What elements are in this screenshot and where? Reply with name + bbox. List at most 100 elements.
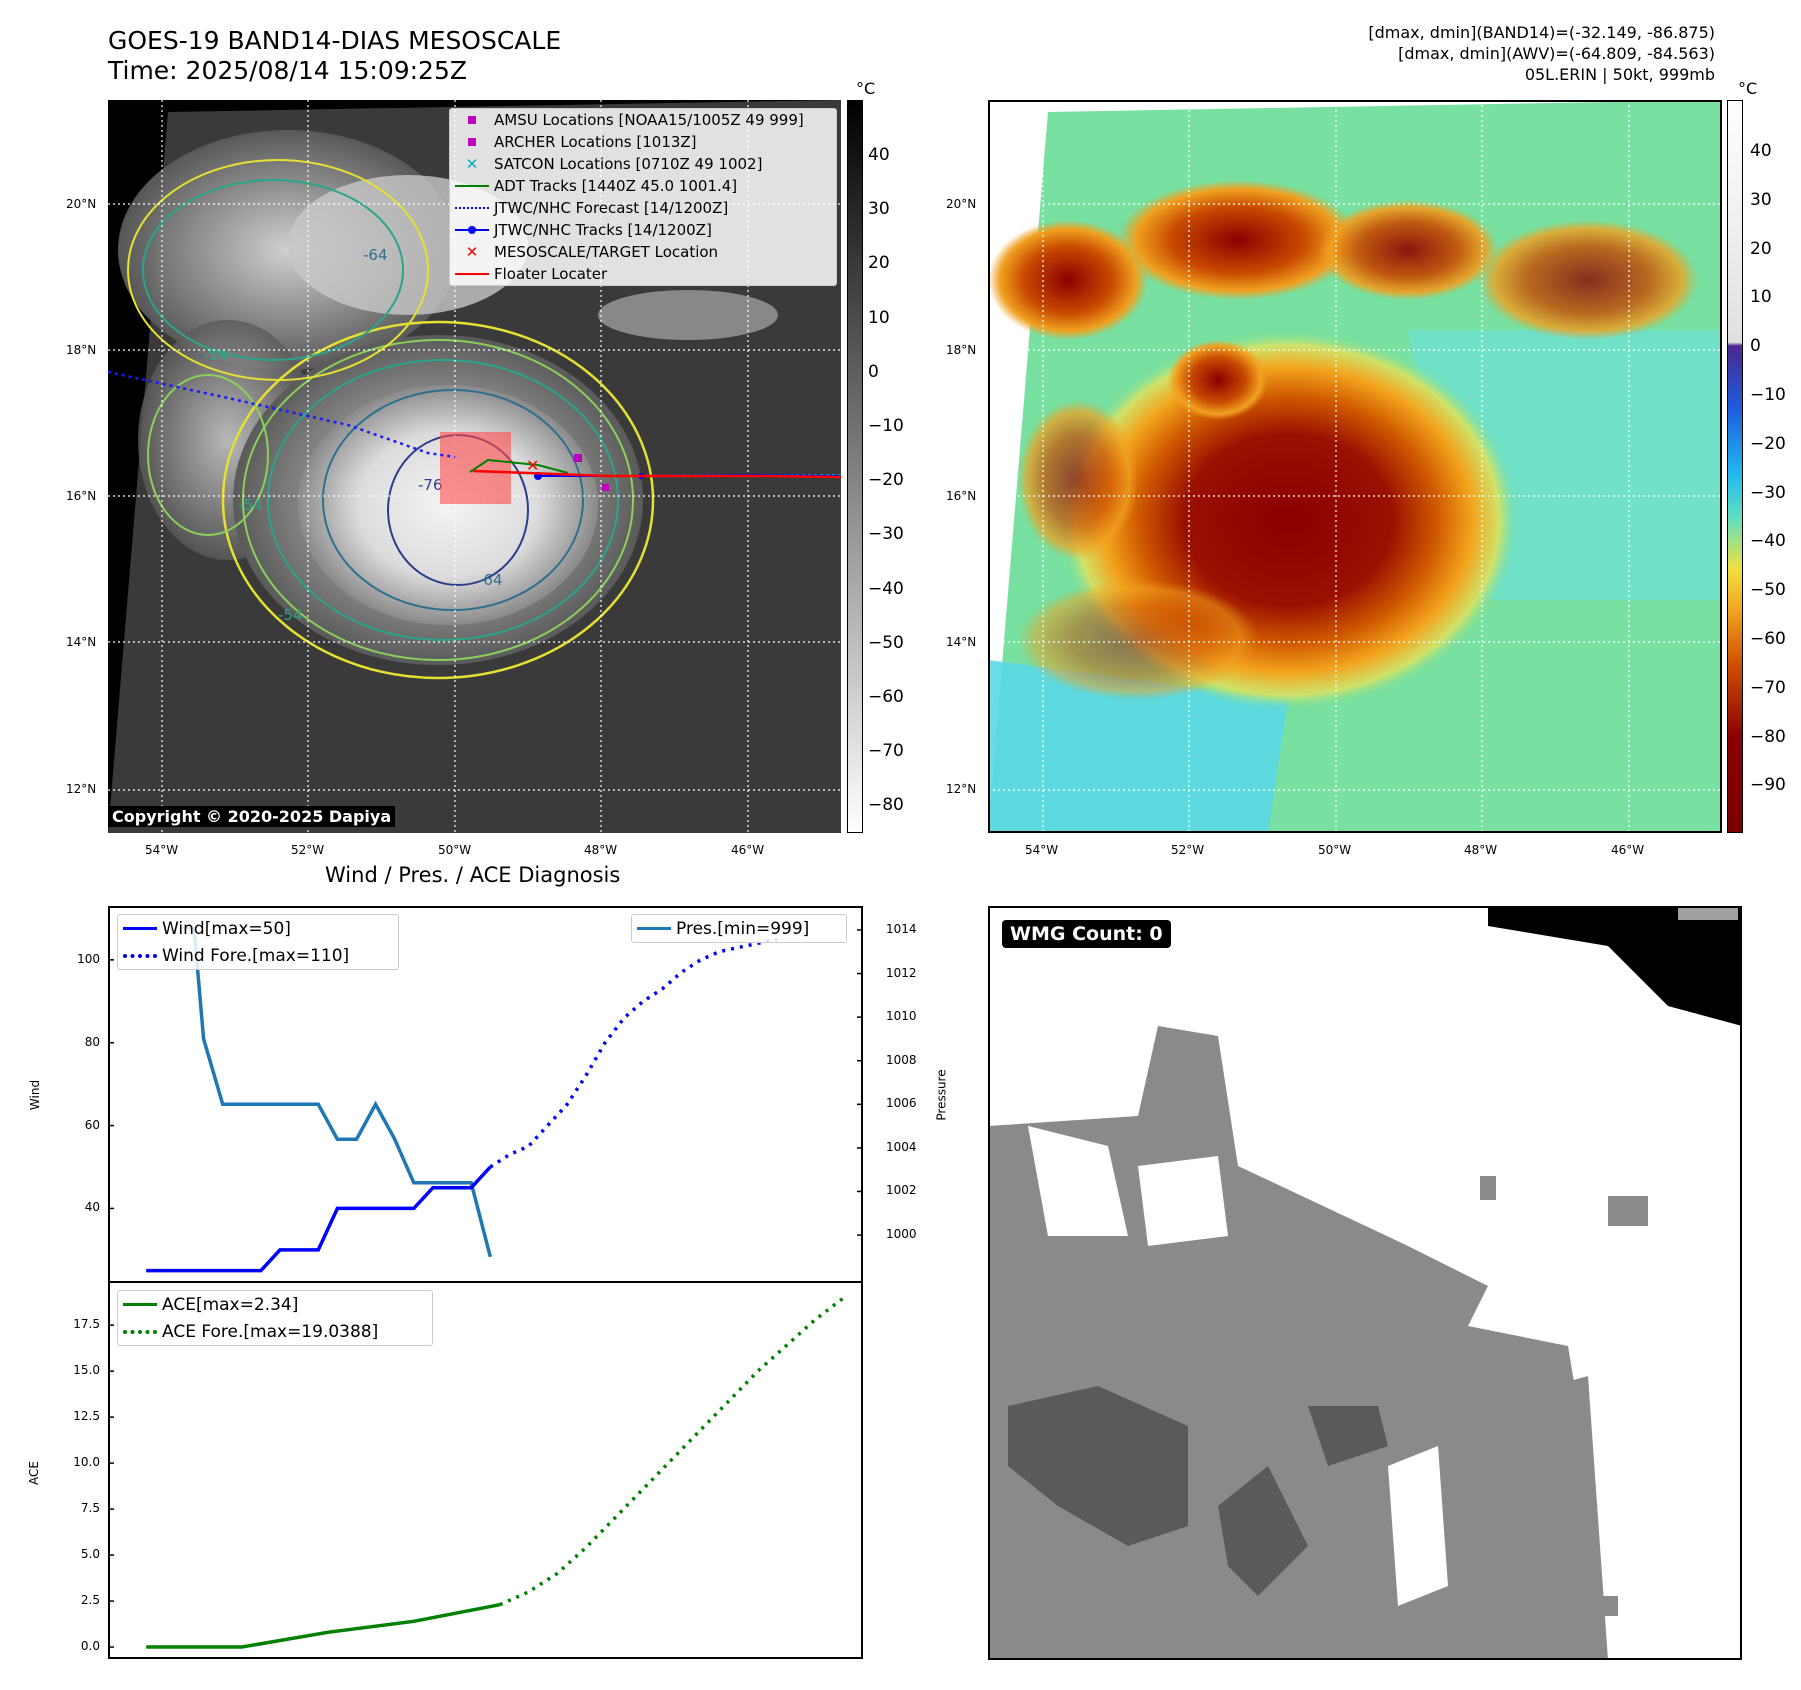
ace-tick-label: 0.0: [80, 1639, 100, 1654]
contour-label: -64: [363, 246, 388, 264]
dotted-line-icon: [118, 953, 162, 958]
wind-tick-label: 80: [84, 1034, 100, 1049]
legend-label: MESOSCALE/TARGET Location: [494, 243, 719, 261]
title-line-2: Time: 2025/08/14 15:09:25Z: [108, 56, 467, 85]
legend-item: Pres.[min=999]: [632, 915, 846, 942]
wind-legend: Wind[max=50] Wind Fore.[max=110]: [117, 914, 399, 970]
legend-label: ADT Tracks [1440Z 45.0 1001.4]: [494, 177, 738, 195]
lat-label: 12°N: [66, 782, 97, 796]
ace-tick-label: 15.0: [73, 1363, 100, 1378]
colorbar-tick: −80: [1750, 726, 1786, 747]
legend-item: ✕ MESOSCALE/TARGET Location: [450, 241, 836, 263]
colorbar-tick: −20: [1750, 433, 1786, 454]
contour-teal: [267, 359, 619, 641]
legend-item: ARCHER Locations [1013Z]: [450, 131, 836, 153]
ace-series-line: [146, 1602, 501, 1649]
wmg-region-gray: [1588, 1596, 1618, 1616]
pressure-tick-label: 1014: [886, 921, 917, 936]
contour-label: -54: [238, 496, 263, 514]
colorbar-tick: 30: [1750, 189, 1772, 210]
legend-item: JTWC/NHC Tracks [14/1200Z]: [450, 219, 836, 241]
ace-tick-label: 12.5: [73, 1409, 100, 1424]
ace-tick-label: 7.5: [80, 1501, 100, 1516]
lon-label: 54°W: [145, 843, 179, 857]
wmg-region-dark: [1218, 1466, 1308, 1596]
colorbar-tick: −10: [868, 416, 904, 436]
lat-label: 18°N: [66, 343, 97, 357]
wmg-region-gray: [1478, 1376, 1608, 1660]
wind-tick-label: 60: [84, 1117, 100, 1132]
adt-track: [469, 458, 569, 474]
wmg-region-white: [1138, 1156, 1228, 1246]
legend-label: Pres.[min=999]: [676, 918, 810, 939]
title-line-1: GOES-19 BAND14-DIAS MESOSCALE: [108, 26, 562, 55]
wind-tick-label: 40: [84, 1200, 100, 1215]
map-legend: AMSU Locations [NOAA15/1005Z 49 999] ARC…: [449, 108, 837, 286]
info-line-3: 05L.ERIN | 50kt, 999mb: [1524, 65, 1715, 84]
lon-label: 46°W: [731, 843, 765, 857]
jtwc-forecast-track: [108, 370, 456, 459]
floater-locater-track: [472, 469, 841, 479]
wmg-region-black: [1488, 906, 1742, 1026]
colorbar-tick: 10: [868, 307, 890, 328]
convective-cell: [1478, 220, 1698, 340]
legend-label: JTWC/NHC Tracks [14/1200Z]: [494, 221, 712, 239]
lat-label: 16°N: [66, 489, 97, 503]
legend-label: ARCHER Locations [1013Z]: [494, 133, 697, 151]
lon-label: 52°W: [291, 843, 325, 857]
pressure-legend: Pres.[min=999]: [631, 914, 847, 943]
contour-west-green: [147, 374, 269, 536]
colorbar-tick: −10: [1750, 385, 1786, 405]
lon-label: 50°W: [438, 843, 472, 857]
contour-light-green: [242, 339, 634, 661]
legend-item: ADT Tracks [1440Z 45.0 1001.4]: [450, 175, 836, 197]
legend-label: AMSU Locations [NOAA15/1005Z 49 999]: [494, 111, 804, 129]
colorbar-tick: 40: [868, 145, 890, 165]
ace-tick-label: 2.5: [80, 1593, 100, 1608]
track-line-dot-icon: [450, 226, 494, 234]
lat-label: 12°N: [946, 782, 977, 796]
solid-line-icon: [118, 927, 162, 930]
pressure-tick-label: 1008: [886, 1052, 917, 1067]
figure-title: GOES-19 BAND14-DIAS MESOSCALE Time: 2025…: [108, 26, 561, 86]
ace-tick-label: 5.0: [80, 1547, 100, 1562]
forecast-dotted-icon: [450, 207, 494, 209]
contour-yellow: [221, 320, 655, 680]
map-gridlines: [988, 100, 1722, 833]
contour-north-yellow: [127, 159, 429, 381]
contour-label: -64: [478, 571, 503, 589]
legend-item: Wind Fore.[max=110]: [118, 942, 398, 969]
archer-location-marker: [602, 484, 609, 491]
pressure-axis-label: Pressure: [934, 1069, 949, 1121]
colorbar-tick: −60: [1750, 629, 1786, 649]
wmg-region-white: [1028, 1126, 1128, 1236]
colorbar-tick: 10: [1750, 287, 1772, 308]
pressure-tick-label: 1006: [886, 1096, 917, 1111]
target-x-icon: ✕: [465, 243, 479, 261]
lat-label: 20°N: [946, 197, 977, 211]
wmg-region-gray: [1608, 1196, 1648, 1226]
lon-label: 50°W: [1318, 843, 1352, 857]
colorbar-tick: −70: [1750, 677, 1786, 698]
contour-label: -54: [278, 606, 303, 624]
pressure-tick-label: 1000: [886, 1227, 917, 1242]
convective-cell: [1318, 200, 1498, 300]
wmg-region-gray: [988, 1196, 1328, 1566]
pressure-tick-label: 1004: [886, 1139, 917, 1154]
legend-label: Floater Locater: [494, 265, 608, 283]
contour-label: -54: [203, 346, 228, 364]
colorbar-tick: −30: [1750, 482, 1786, 503]
dotted-line-icon: [118, 1329, 162, 1334]
stats-info: [dmax, dmin](BAND14)=(-32.149, -86.875) …: [1368, 22, 1715, 85]
legend-item: ACE Fore.[max=19.0388]: [118, 1318, 432, 1345]
diagnosis-title: Wind / Pres. / ACE Diagnosis: [325, 863, 621, 887]
colorbar-unit: °C: [856, 79, 876, 98]
colorbar-tick: 30: [868, 199, 890, 220]
colorbar-tick: −30: [868, 524, 904, 545]
ace-plot: [108, 1281, 863, 1659]
convective-cell: [1118, 180, 1358, 300]
colorbar-tick: −50: [1750, 580, 1786, 601]
legend-label: Wind[max=50]: [162, 918, 291, 939]
colorbar-unit: °C: [1738, 79, 1758, 98]
lat-label: 14°N: [66, 635, 97, 649]
